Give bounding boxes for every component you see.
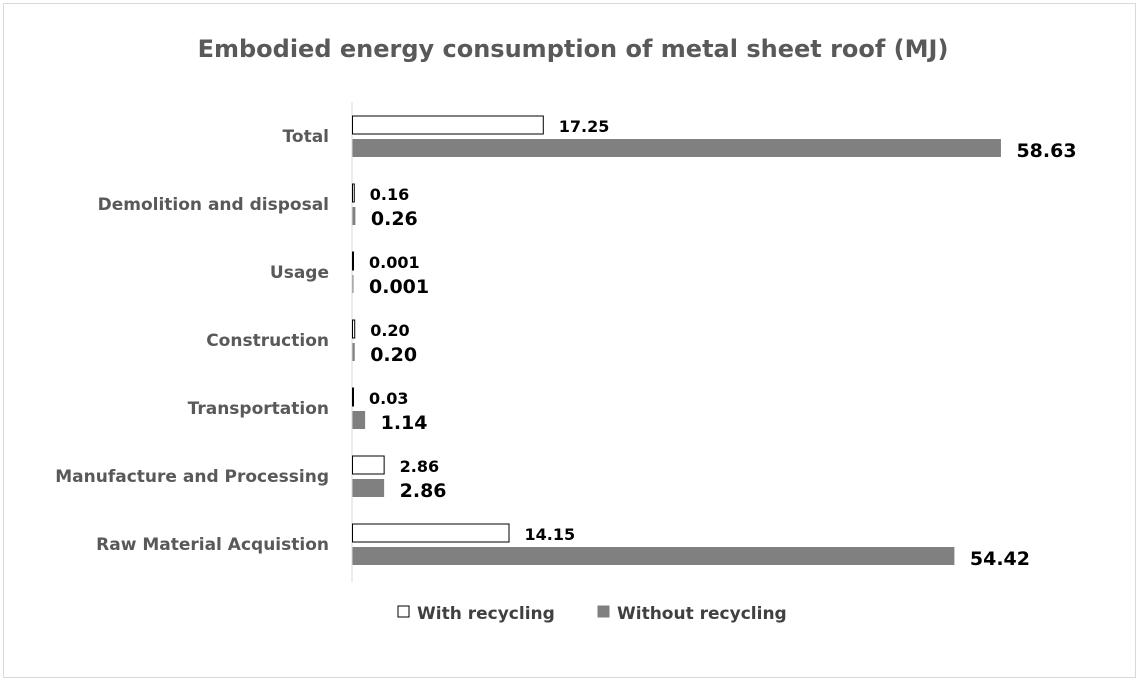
bar-with-recycling bbox=[352, 183, 355, 203]
legend-swatch bbox=[397, 605, 410, 618]
legend-with-recycling: With recycling bbox=[397, 604, 555, 624]
legend-swatch bbox=[597, 605, 610, 618]
category-label: Usage bbox=[270, 263, 329, 283]
legend: With recycling Without recycling bbox=[397, 604, 787, 624]
data-label-without-recycling: 0.001 bbox=[369, 276, 429, 298]
data-label-without-recycling: 2.86 bbox=[400, 480, 447, 502]
bar-without-recycling bbox=[352, 411, 366, 429]
plot-area: Total 17.25 58.63 Demolition and disposal 0.… bbox=[55, 102, 1077, 582]
category-label: Construction bbox=[206, 331, 329, 351]
data-label-with-recycling: 2.86 bbox=[400, 457, 439, 476]
data-label-without-recycling: 58.63 bbox=[1016, 140, 1076, 162]
bar-without-recycling bbox=[352, 139, 1001, 157]
chart-title: Embodied energy consumption of metal she… bbox=[198, 35, 949, 63]
bar-with-recycling bbox=[352, 115, 544, 135]
bar-without-recycling bbox=[352, 275, 354, 293]
category-label: Demolition and disposal bbox=[98, 195, 329, 215]
category-label: Manufacture and Processing bbox=[55, 467, 329, 487]
bar-with-recycling bbox=[352, 387, 354, 407]
bar-with-recycling bbox=[352, 251, 354, 271]
category-label: Transportation bbox=[188, 399, 329, 419]
bar-with-recycling bbox=[352, 455, 385, 475]
data-label-without-recycling: 0.26 bbox=[371, 208, 418, 230]
category-label: Total bbox=[283, 127, 329, 147]
data-label-with-recycling: 0.20 bbox=[370, 321, 409, 340]
legend-label: Without recycling bbox=[617, 604, 787, 624]
bar-with-recycling bbox=[352, 319, 356, 339]
data-label-with-recycling: 17.25 bbox=[559, 117, 610, 136]
legend-without-recycling: Without recycling bbox=[597, 604, 787, 624]
data-label-with-recycling: 0.16 bbox=[370, 185, 409, 204]
bar-with-recycling bbox=[352, 523, 510, 543]
bar-without-recycling bbox=[352, 479, 385, 497]
data-label-without-recycling: 0.20 bbox=[370, 344, 417, 366]
legend-label: With recycling bbox=[417, 604, 555, 624]
data-label-without-recycling: 54.42 bbox=[970, 548, 1030, 570]
data-label-with-recycling: 14.15 bbox=[524, 525, 575, 544]
category-label: Raw Material Acquistion bbox=[96, 535, 329, 555]
bar-without-recycling bbox=[352, 547, 955, 565]
data-label-without-recycling: 1.14 bbox=[381, 412, 428, 434]
chart-frame bbox=[3, 3, 1136, 678]
data-label-with-recycling: 0.001 bbox=[369, 253, 420, 272]
bar-without-recycling bbox=[352, 207, 356, 225]
data-label-with-recycling: 0.03 bbox=[369, 389, 408, 408]
bar-without-recycling bbox=[352, 343, 355, 361]
